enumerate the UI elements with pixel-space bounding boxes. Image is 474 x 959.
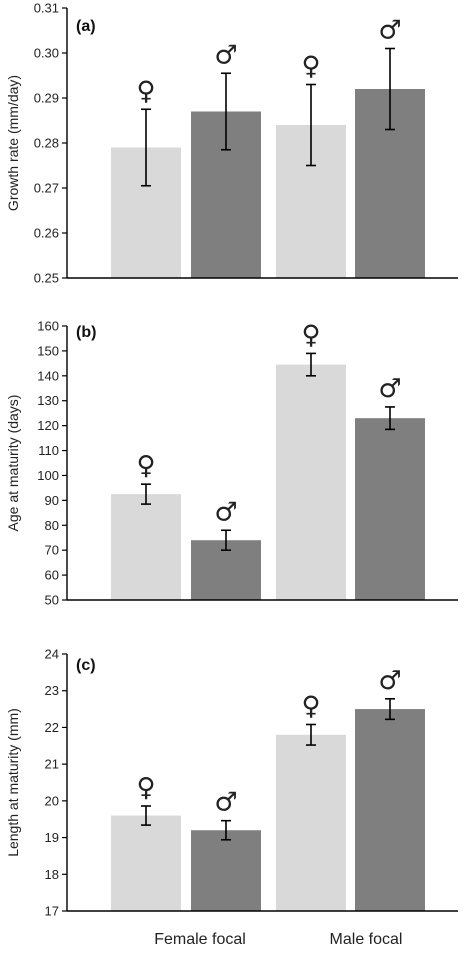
y-tick-label: 22 bbox=[45, 720, 59, 735]
bar-male-male-focal bbox=[355, 418, 425, 600]
panel-label: (a) bbox=[76, 18, 96, 35]
y-tick-label: 140 bbox=[37, 368, 59, 383]
y-axis-title: Growth rate (mm/day) bbox=[5, 75, 21, 211]
male-symbol-icon: ♂ bbox=[214, 788, 237, 818]
bar-female-female-focal bbox=[111, 494, 181, 600]
bar-female-female-focal bbox=[111, 815, 181, 911]
female-symbol-icon: ♀ bbox=[136, 451, 155, 481]
y-tick-label: 0.31 bbox=[34, 1, 59, 16]
panel-b: ♀ ♂ ♀ ♂ 50 60 70 80 90 100 110 120 130 140 150 160 Age a… bbox=[5, 319, 458, 608]
male-symbol-icon: ♂ bbox=[214, 40, 237, 70]
bar-female-male-focal bbox=[276, 734, 346, 911]
y-tick-label: 0.28 bbox=[34, 136, 59, 151]
y-tick-label: 0.30 bbox=[34, 46, 59, 61]
y-tick-label: 100 bbox=[37, 468, 59, 483]
y-tick-label: 120 bbox=[37, 418, 59, 433]
y-tick-label: 24 bbox=[45, 647, 59, 662]
female-symbol-icon: ♀ bbox=[301, 320, 320, 350]
y-tick-label: 160 bbox=[37, 319, 59, 334]
y-tick-label: 110 bbox=[38, 443, 59, 458]
bar-male-female-focal bbox=[191, 830, 261, 911]
category-label-female-focal: Female focal bbox=[154, 931, 246, 948]
y-tick-label: 0.27 bbox=[34, 181, 59, 196]
y-tick-label: 60 bbox=[45, 568, 59, 583]
y-tick-label: 17 bbox=[45, 904, 59, 919]
y-tick-label: 0.25 bbox=[34, 271, 59, 286]
y-tick-label: 150 bbox=[37, 343, 59, 358]
female-symbol-icon: ♀ bbox=[136, 773, 155, 803]
female-symbol-icon: ♀ bbox=[136, 76, 155, 106]
male-symbol-icon: ♂ bbox=[378, 374, 401, 404]
male-symbol-icon: ♂ bbox=[214, 497, 237, 527]
bar-female-male-focal bbox=[276, 364, 346, 600]
male-symbol-icon: ♂ bbox=[378, 16, 401, 46]
panel-c: ♀ ♂ ♀ ♂ 17 18 19 20 21 22 23 24 Length at maturity (… bbox=[5, 647, 458, 919]
panel-a: ♀ ♂ ♀ ♂ 0.25 0.26 0.27 0.28 0.29 0.30 0.31 Growth r… bbox=[5, 1, 458, 286]
y-tick-label: 20 bbox=[45, 793, 59, 808]
y-tick-label: 50 bbox=[45, 593, 59, 608]
y-tick-label: 18 bbox=[45, 867, 59, 882]
y-axis-title: Age at maturity (days) bbox=[5, 395, 21, 532]
y-tick-label: 80 bbox=[45, 518, 59, 533]
panel-label: (c) bbox=[76, 657, 96, 674]
y-tick-label: 21 bbox=[45, 757, 59, 772]
category-label-male-focal: Male focal bbox=[330, 931, 403, 948]
y-tick-label: 90 bbox=[45, 493, 59, 508]
female-symbol-icon: ♀ bbox=[301, 52, 320, 82]
y-axis-title: Length at maturity (mm) bbox=[5, 708, 21, 857]
y-tick-label: 130 bbox=[37, 393, 59, 408]
female-symbol-icon: ♀ bbox=[301, 691, 320, 721]
panel-label: (b) bbox=[76, 324, 96, 341]
bar-male-male-focal bbox=[355, 709, 425, 911]
y-tick-label: 70 bbox=[45, 543, 59, 558]
y-tick-label: 0.29 bbox=[34, 91, 59, 106]
panels: ♀ ♂ ♀ ♂ 0.25 0.26 0.27 0.28 0.29 0.30 0.31 Growth r… bbox=[5, 1, 458, 919]
male-symbol-icon: ♂ bbox=[378, 666, 401, 696]
y-tick-label: 0.26 bbox=[34, 226, 59, 241]
y-tick-label: 23 bbox=[45, 683, 59, 698]
y-tick-label: 19 bbox=[45, 830, 59, 845]
